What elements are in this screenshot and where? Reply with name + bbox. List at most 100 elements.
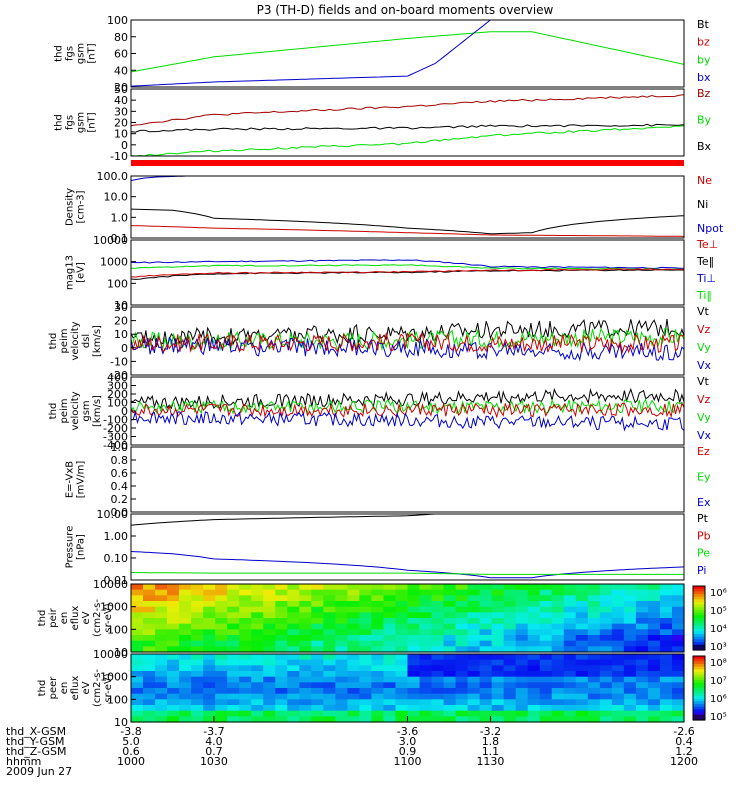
- spectrogram-cell: [263, 676, 276, 683]
- spectrogram-cell: [263, 584, 276, 591]
- spectrogram-cell: [167, 606, 180, 613]
- spectrogram-cell: [131, 671, 144, 678]
- spectrogram-cell: [611, 671, 625, 678]
- spectrogram-cell: [479, 601, 493, 608]
- panel-10: 10⁸ 10⁷ 10⁶ 10⁵ 10000 1000 100 10 thd peer en eflux…: [37, 648, 727, 729]
- y-axis-label: Density: [65, 188, 76, 226]
- spectrogram-cell: [215, 584, 228, 591]
- spectrogram-cell: [575, 710, 589, 717]
- spectrogram-cell: [575, 682, 589, 689]
- spectrogram-cell: [251, 671, 264, 678]
- spectrogram-cell: [347, 584, 361, 591]
- spectrogram-cell: [227, 676, 240, 683]
- spectrogram-cell: [323, 601, 336, 608]
- y-tick-label: 30: [114, 301, 128, 314]
- spectrogram-cell: [191, 589, 204, 596]
- spectrogram-cell: [275, 601, 288, 608]
- spectrogram-cell: [671, 629, 685, 636]
- spectrogram-cell: [227, 612, 240, 619]
- spectrogram-cell: [407, 688, 421, 695]
- spectrogram-cell: [395, 618, 409, 625]
- spectrogram-cell: [515, 595, 529, 602]
- spectrogram-cell: [539, 635, 553, 642]
- spectrogram-cell: [611, 716, 625, 723]
- spectrogram-cell: [239, 710, 252, 717]
- spectrogram-cell: [455, 676, 469, 683]
- colorbar-segment: [693, 596, 705, 600]
- spectrogram-cell: [215, 601, 228, 608]
- spectrogram-cell: [527, 654, 541, 661]
- y-axis-label: thd: [37, 680, 48, 697]
- spectrogram-cell: [647, 682, 661, 689]
- spectrogram-cell: [419, 635, 433, 642]
- spectrogram-cell: [239, 671, 252, 678]
- colorbar: 10⁸ 10⁷ 10⁶ 10⁵: [692, 655, 727, 723]
- spectrogram-cell: [587, 654, 601, 661]
- spectrogram-cell: [287, 676, 300, 683]
- spectrogram-cell: [335, 640, 348, 647]
- spectrogram-cell: [383, 710, 397, 717]
- spectrogram-cell: [647, 595, 661, 602]
- spectrogram-cell: [407, 595, 421, 602]
- spectrogram-cell: [491, 659, 505, 666]
- spectrogram-cell: [215, 705, 228, 712]
- spectrogram-cell: [635, 654, 649, 661]
- spectrogram-cell: [299, 646, 312, 653]
- spectrogram-cell: [155, 601, 168, 608]
- spectrogram-cell: [335, 601, 348, 608]
- x-tick-label: 1.1: [482, 745, 500, 758]
- y-axis-label: eV: [81, 681, 92, 694]
- spectrogram-cell: [563, 699, 577, 706]
- spectrogram-cell: [587, 646, 601, 653]
- spectrogram-cell: [491, 665, 505, 672]
- spectrogram-cell: [539, 640, 553, 647]
- spectrogram-cell: [287, 601, 300, 608]
- spectrogram-cell: [443, 693, 457, 700]
- spectrogram-cell: [191, 716, 204, 723]
- spectrogram-cell: [179, 589, 192, 596]
- spectrogram-cell: [299, 693, 312, 700]
- spectrogram-cell: [491, 618, 505, 625]
- spectrogram-cell: [371, 640, 385, 647]
- spectrogram-cell: [179, 716, 192, 723]
- y-axis-label: [nPa]: [76, 534, 87, 560]
- spectrogram-cell: [563, 635, 577, 642]
- spectrogram-cell: [179, 635, 192, 642]
- spectrogram-cell: [191, 705, 204, 712]
- spectrogram-cell: [527, 693, 541, 700]
- spectrogram-cell: [371, 688, 385, 695]
- spectrogram-cell: [131, 646, 144, 653]
- spectrogram-cell: [263, 623, 276, 630]
- spectrogram-cell: [155, 640, 168, 647]
- spectrogram-cell: [455, 710, 469, 717]
- spectrogram-cell: [671, 705, 685, 712]
- spectrogram-cell: [491, 595, 505, 602]
- spectrogram-cell: [263, 595, 276, 602]
- spectrogram-cell: [143, 676, 156, 683]
- spectrogram-cell: [359, 665, 373, 672]
- spectrogram-cell: [395, 606, 409, 613]
- spectrogram-cell: [203, 671, 216, 678]
- spectrogram-cell: [251, 589, 264, 596]
- spectrogram-cell: [263, 629, 276, 636]
- spectrogram-cell: [623, 623, 637, 630]
- spectrogram-cell: [275, 654, 288, 661]
- spectrogram-cell: [179, 623, 192, 630]
- spectrogram-cell: [131, 623, 144, 630]
- spectrogram-cell: [395, 705, 409, 712]
- spectrogram-cell: [299, 676, 312, 683]
- spectrogram-cell: [227, 654, 240, 661]
- spectrogram-cell: [467, 618, 481, 625]
- spectrogram-cell: [311, 710, 324, 717]
- spectrogram-cell: [659, 665, 673, 672]
- spectrogram-cell: [671, 618, 685, 625]
- spectrogram-cell: [479, 710, 493, 717]
- spectrogram-cell: [503, 612, 517, 619]
- spectrogram-cell: [179, 688, 192, 695]
- spectrogram-cell: [323, 618, 336, 625]
- spectrogram-cell: [131, 699, 144, 706]
- spectrogram-cell: [335, 595, 348, 602]
- spectrogram-cell: [635, 618, 649, 625]
